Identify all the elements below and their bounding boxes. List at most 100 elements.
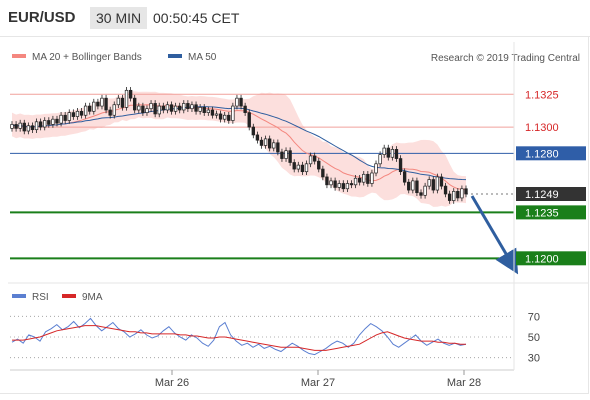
- candle-body: [38, 121, 43, 128]
- candle: [386, 144, 390, 161]
- candle: [43, 117, 47, 131]
- ma20-line: [11, 104, 467, 191]
- candlesticks: [10, 87, 468, 204]
- candle: [124, 87, 129, 111]
- candle: [59, 111, 63, 127]
- candle-body: [83, 105, 88, 116]
- rsi-tick-label: 30: [528, 353, 540, 365]
- candle-body: [104, 97, 108, 111]
- candle-body: [452, 191, 456, 201]
- chart-frame: [0, 37, 589, 394]
- candle: [120, 94, 125, 111]
- candle: [284, 147, 288, 162]
- rsi-ma9-line: [12, 325, 466, 351]
- candle-body: [71, 112, 76, 117]
- candle: [296, 161, 300, 173]
- candle-body: [386, 147, 390, 158]
- candle: [79, 108, 84, 119]
- level-label-box: [516, 146, 586, 161]
- level-label-box: [516, 205, 586, 220]
- candle: [374, 160, 378, 177]
- rsi-grid: 70 50 30: [10, 311, 540, 365]
- candle-body: [210, 109, 215, 116]
- candle-body: [100, 97, 104, 107]
- candle-body: [337, 183, 341, 188]
- candle: [280, 148, 284, 162]
- currency-pair-title: EUR/USD: [8, 9, 76, 26]
- candle: [288, 147, 292, 166]
- candle: [402, 168, 407, 186]
- candle-body: [161, 105, 166, 111]
- x-tick-label: Mar 28: [447, 377, 481, 389]
- candle: [378, 151, 382, 168]
- level-label-resistance: 1.1300: [525, 122, 559, 134]
- candle-body: [75, 110, 80, 117]
- rsi-legend-swatch: [12, 294, 26, 298]
- candle: [108, 106, 112, 119]
- candle: [67, 109, 71, 124]
- candle: [431, 176, 435, 194]
- candle: [427, 176, 431, 190]
- timeframe-badge[interactable]: 30 MIN: [90, 7, 148, 29]
- candle-body: [259, 139, 264, 146]
- candle: [96, 98, 100, 110]
- candle-body: [141, 105, 145, 113]
- candle-body: [137, 105, 141, 111]
- ma50-legend-label: MA 50: [188, 52, 217, 63]
- candle: [149, 100, 153, 112]
- candle-body: [435, 176, 440, 191]
- candle-body: [124, 89, 129, 108]
- candle-body: [288, 150, 292, 163]
- candle-body: [247, 112, 251, 128]
- candle-body: [370, 172, 374, 184]
- candle-body: [190, 104, 194, 110]
- candle: [321, 165, 325, 181]
- candle: [362, 171, 366, 186]
- candle: [47, 117, 51, 128]
- candle-body: [22, 122, 26, 132]
- candle-body: [108, 109, 112, 116]
- candle-body: [239, 97, 243, 107]
- bollinger-band: [12, 91, 466, 207]
- candle: [133, 94, 137, 114]
- candle: [169, 101, 174, 115]
- candle: [239, 94, 243, 110]
- ma50-line: [11, 106, 467, 181]
- candle: [439, 173, 444, 190]
- candle: [317, 157, 321, 173]
- ma50-legend-swatch: [168, 54, 182, 58]
- candle-body: [308, 155, 313, 165]
- candle: [104, 94, 108, 114]
- candle: [145, 105, 149, 116]
- candle-body: [79, 110, 84, 116]
- candle-body: [206, 109, 211, 113]
- candle: [276, 139, 280, 156]
- candle-body: [362, 173, 366, 183]
- candle-body: [63, 114, 67, 121]
- candle-body: [255, 134, 260, 141]
- candle-body: [407, 181, 411, 191]
- candle: [75, 108, 80, 120]
- candle-body: [116, 97, 121, 106]
- candle: [22, 119, 26, 135]
- candle: [300, 161, 305, 175]
- ma9-legend-label: 9MA: [82, 292, 103, 303]
- candle: [202, 104, 206, 116]
- x-axis: Mar 26 Mar 27 Mar 28: [10, 42, 515, 389]
- candle: [419, 189, 423, 199]
- candle-body: [460, 188, 464, 199]
- candle-body: [284, 150, 288, 159]
- candle-body: [243, 105, 247, 113]
- moving-averages: [11, 104, 467, 191]
- candle: [251, 123, 255, 139]
- candle: [18, 119, 22, 132]
- candle-body: [382, 147, 386, 155]
- candle: [210, 106, 215, 119]
- x-tick-label: Mar 27: [301, 377, 335, 389]
- candle-body: [263, 138, 268, 146]
- level-label-support: 1.1200: [525, 253, 559, 265]
- candle: [26, 122, 31, 135]
- candle-body: [464, 188, 468, 195]
- chart-legend: MA 20 + Bollinger Bands MA 50 Research ©…: [12, 52, 580, 64]
- candle-body: [43, 120, 47, 128]
